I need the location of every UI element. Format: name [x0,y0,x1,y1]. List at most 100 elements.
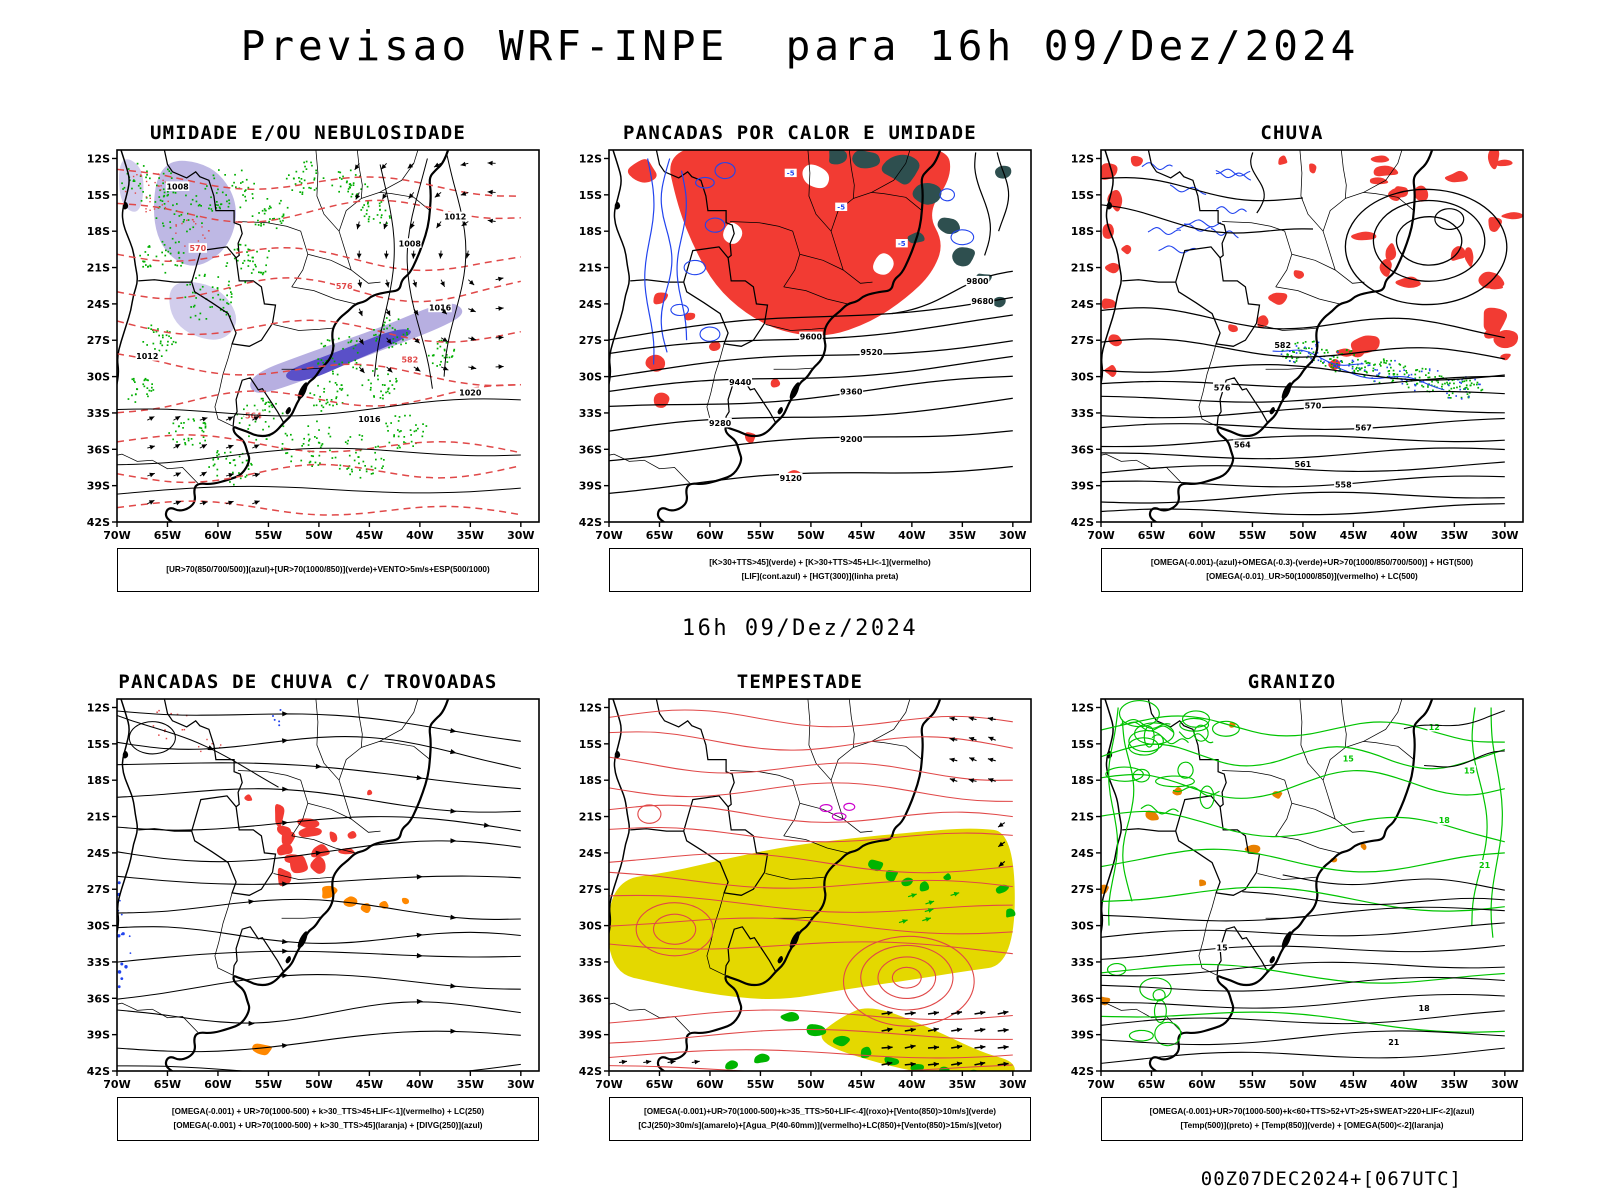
svg-text:65W: 65W [154,529,181,542]
panel-title-chuva: CHUVA [1260,122,1324,144]
svg-text:30W: 30W [1491,1078,1518,1091]
svg-text:21S: 21S [579,811,602,824]
svg-text:9280: 9280 [709,419,732,428]
lon-axis: 70W 65W 60W 55W 50W 45W 40W 35W 30W [1087,1071,1519,1091]
geography [609,699,942,1071]
geography [117,699,450,1071]
svg-text:570: 570 [1305,402,1322,411]
svg-text:35W: 35W [457,1078,484,1091]
svg-text:42S: 42S [579,516,602,529]
svg-text:60W: 60W [1188,1078,1215,1091]
svg-text:18S: 18S [87,225,110,238]
svg-text:40W: 40W [1390,529,1417,542]
panel-title-umidade: UMIDADE E/OU NEBULOSIDADE [150,122,466,144]
svg-text:12: 12 [1429,723,1440,732]
svg-text:12S: 12S [579,701,602,714]
svg-text:-5: -5 [837,204,845,212]
panel-granizo: GRANIZO 12 15 18 21 15 15 18 21 12S 15S 18S 21S 24S 2… [1055,671,1529,1141]
svg-text:50W: 50W [305,529,332,542]
svg-text:50W: 50W [1289,529,1316,542]
svg-text:60W: 60W [204,1078,231,1091]
svg-text:39S: 39S [1071,1029,1094,1042]
legend-line: [OMEGA(-0.001) + UR>70(1000-500) + k>30_… [173,1121,483,1130]
legend-line: [OMEGA(-0.001)+UR>70(1000-500)+k>35_TTS>… [644,1107,996,1117]
svg-text:30W: 30W [999,529,1026,542]
svg-text:35W: 35W [457,529,484,542]
svg-text:18S: 18S [1071,225,1094,238]
panel-trovoadas: PANCADAS DE CHUVA C/ TROVOADAS 12S 15S 18S… [71,671,545,1141]
svg-text:1020: 1020 [459,388,482,397]
lat-axis: 12S 15S 18S 21S 24S 27S 30S 33S 36S 39S 42S [87,701,117,1078]
panel-row-top: UMIDADE E/OU NEBULOSIDADE 570 576 582 564 10… [0,122,1600,592]
svg-text:15: 15 [1343,754,1355,763]
svg-text:15S: 15S [87,189,110,202]
svg-text:15S: 15S [579,738,602,751]
shaded-fields [1101,722,1367,1006]
svg-text:33S: 33S [87,956,110,969]
svg-text:30S: 30S [1071,371,1094,384]
contours-and-vectors [117,710,521,1071]
panel-title-pancadas-calor: PANCADAS POR CALOR E UMIDADE [623,122,977,144]
svg-text:36S: 36S [579,992,602,1005]
panel-umidade: UMIDADE E/OU NEBULOSIDADE 570 576 582 564 10… [71,122,545,592]
svg-text:-5: -5 [787,170,795,178]
svg-text:36S: 36S [1071,992,1094,1005]
svg-text:39S: 39S [87,480,110,493]
svg-text:564: 564 [245,411,262,420]
svg-text:15S: 15S [1071,738,1094,751]
map-granizo: 12 15 18 21 15 15 18 21 12S 15S 18S 21S 24S 27S 30S 33S… [1071,698,1524,1091]
lon-axis: 70W 65W 60W 55W 50W 45W 40W 35W 30W [1087,522,1519,542]
map-pancadas-calor: 9680 9600 9520 9440 9360 9280 9200 9120 9800 -5 -5… [579,149,1032,542]
svg-text:30W: 30W [999,1078,1026,1091]
svg-text:30W: 30W [507,529,534,542]
svg-text:15: 15 [1464,767,1476,776]
svg-text:21S: 21S [87,262,110,275]
svg-text:55W: 55W [255,529,282,542]
svg-text:65W: 65W [646,1078,673,1091]
svg-text:42S: 42S [87,516,110,529]
svg-text:18S: 18S [1071,774,1094,787]
svg-text:33S: 33S [579,956,602,969]
svg-text:70W: 70W [103,529,130,542]
svg-text:1008: 1008 [399,239,422,248]
legend-tempestade: [OMEGA(-0.001)+UR>70(1000-500)+k>35_TTS>… [609,1097,1031,1141]
lat-axis: 12S 15S 18S 21S 24S 27S 30S 33S 36S 39S 42S [87,152,117,529]
svg-text:15S: 15S [87,738,110,751]
svg-text:15: 15 [1217,943,1229,952]
svg-text:21S: 21S [579,262,602,275]
legend-line: [CJ(250)>30m/s](amarelo)+[Agua_P(40-60mm… [638,1121,1002,1130]
legend-line: [Temp(500)](preto) + [Temp(850)](verde) … [1180,1121,1444,1130]
valid-time-subtitle: 16h 09/Dez/2024 [681,616,919,641]
svg-text:40W: 40W [406,1078,433,1091]
contours-and-vectors: 9680 9600 9520 9440 9360 9280 9200 9120 9800 -5 -5… [609,152,1013,495]
legend-line: [OMEGA(-0.001)+UR>70(1000-500)+k<60+TTS>… [1149,1107,1475,1117]
svg-text:24S: 24S [87,298,110,311]
panel-chuva: CHUVA 582 576 570 567 564 561 558 12S 15S 18S 21S 2… [1055,122,1529,592]
svg-text:12S: 12S [579,152,602,165]
lon-axis: 70W 65W 60W 55W 50W 45W 40W 35W 30W [595,1071,1027,1091]
svg-text:582: 582 [1274,341,1291,350]
legend-line: [OMEGA(-0.001)-(azul)+OMEGA(-0.3)-(verde… [1150,558,1474,568]
svg-text:55W: 55W [255,1078,282,1091]
svg-text:12S: 12S [87,152,110,165]
legend-line: [OMEGA(-0.001) + UR>70(1000-500) + k>30_… [171,1107,485,1117]
svg-text:30S: 30S [1071,920,1094,933]
map-chuva: 582 576 570 567 564 561 558 12S 15S 18S 21S 24S 27S 3… [1071,149,1524,542]
svg-text:42S: 42S [87,1065,110,1078]
svg-text:36S: 36S [87,992,110,1005]
svg-text:24S: 24S [579,847,602,860]
legend-granizo: [OMEGA(-0.001)+UR>70(1000-500)+k<60+TTS>… [1101,1097,1523,1141]
geography [609,150,942,522]
svg-text:18S: 18S [579,774,602,787]
svg-text:30W: 30W [507,1078,534,1091]
run-timestamp: 00Z07DEC2024+[067UTC] [1200,1168,1462,1190]
legend-umidade: [UR>70(850/700/500)](azul)+[UR>70(1000/8… [117,548,539,592]
svg-text:33S: 33S [1071,407,1094,420]
panel-tempestade: TEMPESTADE 12S 15S 18S 21S 24S 27S 30S 33S 36S 39… [563,671,1037,1141]
svg-text:-5: -5 [898,240,906,248]
svg-text:35W: 35W [949,529,976,542]
svg-text:60W: 60W [696,1078,723,1091]
svg-text:1012: 1012 [136,352,158,361]
